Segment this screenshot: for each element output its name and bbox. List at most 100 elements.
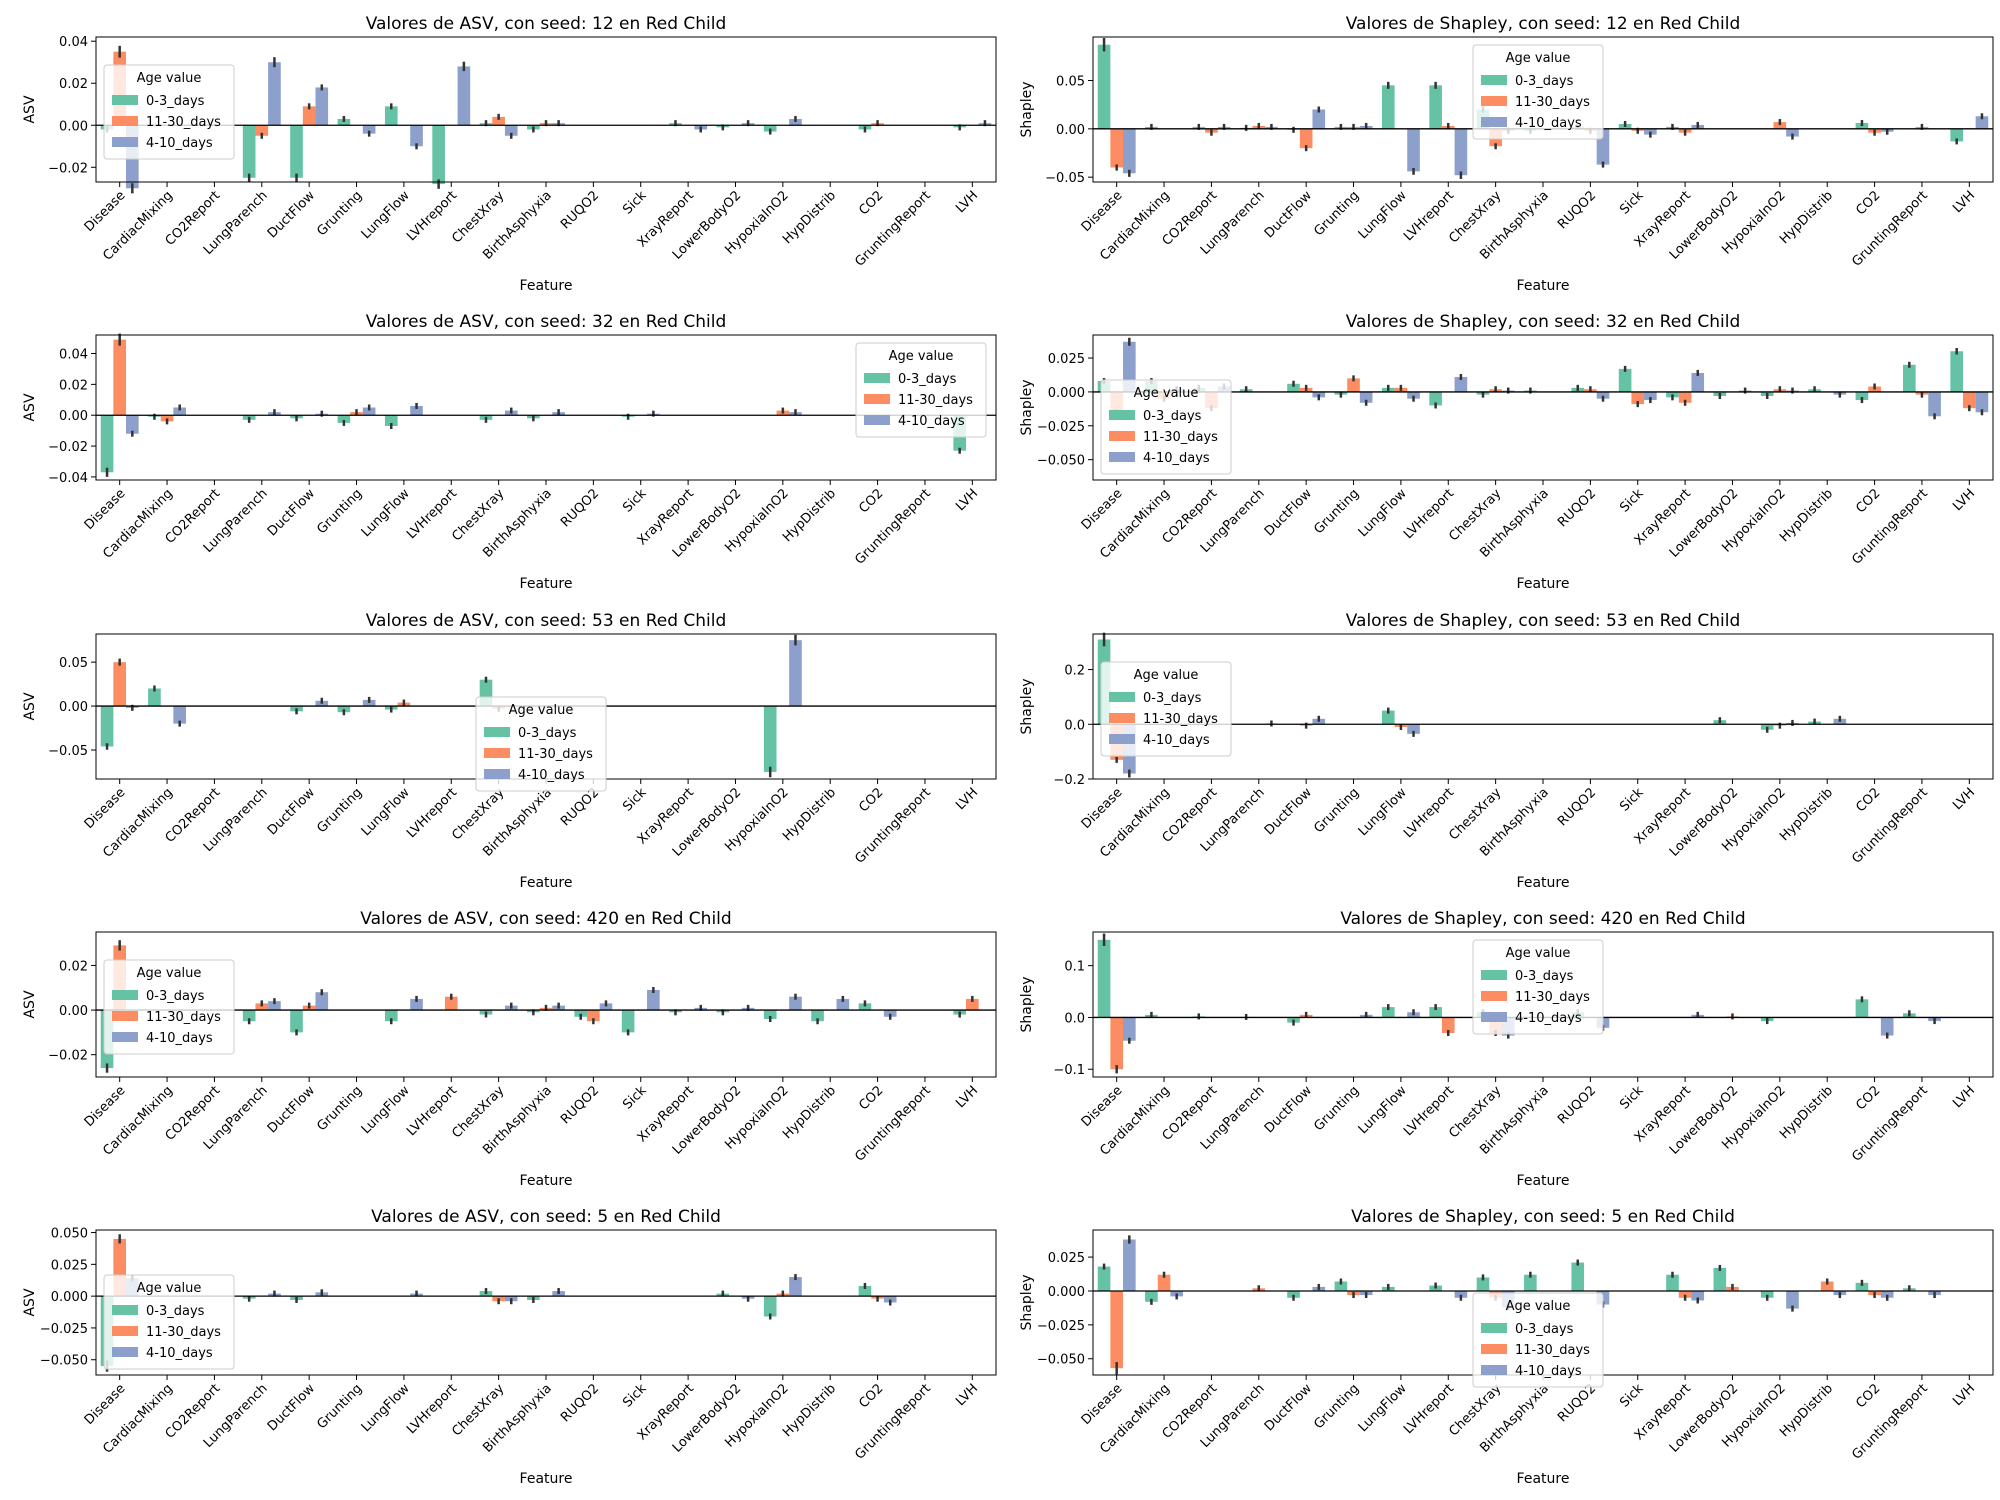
y-tick-label: 0.025	[1048, 1251, 1085, 1266]
bar-0-3_days	[1429, 391, 1442, 406]
legend-swatch	[112, 1032, 138, 1042]
bar-4-10_days	[836, 998, 850, 1011]
x-axis-label: Feature	[520, 875, 573, 891]
bar-4-10_days	[1123, 341, 1136, 392]
legend-title: Age value	[1506, 1299, 1571, 1314]
x-tick-label: Disease	[1079, 486, 1126, 533]
y-tick-label: 0.025	[51, 1258, 88, 1273]
y-tick-label: 0.00	[59, 409, 88, 424]
x-tick-label: LVH	[1950, 1381, 1978, 1409]
y-tick-label: −0.02	[48, 161, 88, 176]
bar-4-10_days	[1644, 391, 1657, 401]
chart-panel: Valores de Shapley, con seed: 420 en Red…	[1019, 909, 1994, 1189]
bar-0-3_days	[1429, 85, 1442, 129]
bar-11-30_days	[1631, 391, 1645, 405]
x-tick-label: Disease	[82, 1381, 129, 1428]
x-axis-label: Feature	[520, 278, 573, 294]
bar-11-30_days	[1110, 1017, 1123, 1070]
legend-swatch	[112, 1347, 138, 1357]
y-tick-label: 0.1	[1064, 960, 1085, 975]
bar-4-10_days	[1880, 1017, 1894, 1036]
legend-entry: 4-10_days	[1515, 116, 1582, 131]
legend-box	[1472, 939, 1604, 1035]
x-tick-label: LVH	[953, 1083, 981, 1111]
x-tick-label: CO2	[1853, 486, 1883, 516]
legend-entry: 0-3_days	[1143, 409, 1202, 424]
y-tick-label: 0.02	[59, 378, 88, 393]
chart-panel: Valores de ASV, con seed: 53 en Red Chil…	[22, 611, 997, 891]
y-tick-label: 0.04	[59, 348, 88, 363]
bar-4-10_days	[268, 62, 281, 126]
bar-4-10_days	[599, 1003, 613, 1011]
x-tick-label: LVH	[1950, 188, 1978, 216]
legend-entry: 4-10_days	[146, 1346, 213, 1361]
legend-swatch	[864, 394, 890, 404]
bar-0-3_days	[384, 415, 398, 427]
legend: Age value 0-3_days 11-30_days 4-10_days	[475, 696, 607, 792]
x-tick-label: Sick	[620, 486, 650, 516]
legend-box	[1472, 1292, 1604, 1388]
y-tick-label: −0.02	[48, 440, 88, 455]
bar-4-10_days	[1691, 1290, 1705, 1301]
x-tick-label: Disease	[82, 785, 129, 832]
bar-11-30_days	[1678, 1290, 1692, 1298]
bar-0-3_days	[1666, 1274, 1679, 1291]
x-tick-label: CO2	[1853, 785, 1883, 815]
y-tick-label: −0.02	[48, 1049, 88, 1064]
legend-swatch	[484, 748, 510, 758]
y-tick-label: −0.050	[40, 1354, 88, 1369]
bar-11-30_days	[1678, 391, 1692, 403]
legend-swatch	[1481, 991, 1507, 1001]
chart-title: Valores de ASV, con seed: 420 en Red Chi…	[360, 909, 731, 929]
legend-swatch	[112, 1326, 138, 1336]
bar-0-3_days	[384, 106, 398, 126]
y-tick-label: 0.02	[59, 77, 88, 92]
y-tick-label: 0.025	[1048, 352, 1085, 367]
bar-0-3_days	[1618, 368, 1632, 392]
x-tick-label: RUQO2	[558, 486, 602, 530]
x-tick-label: RUQO2	[558, 1381, 602, 1425]
x-tick-label: CO2	[856, 188, 886, 218]
bar-4-10_days	[410, 405, 423, 416]
y-axis-label: Shapley	[1019, 976, 1035, 1032]
bar-11-30_days	[1773, 122, 1787, 129]
legend-entry: 11-30_days	[146, 115, 221, 130]
x-axis-label: Feature	[1517, 875, 1570, 891]
x-tick-label: DuctFlow	[1262, 1083, 1315, 1136]
legend-swatch	[1481, 1344, 1507, 1354]
bar-4-10_days	[1359, 391, 1373, 403]
bar-4-10_days	[1928, 391, 1941, 417]
legend-entry: 0-3_days	[898, 372, 957, 387]
bar-11-30_days	[492, 116, 505, 126]
x-tick-label: DuctFlow	[265, 188, 318, 241]
bar-0-3_days	[1145, 1290, 1158, 1302]
bar-0-3_days	[242, 125, 256, 178]
y-tick-label: −0.025	[1037, 420, 1085, 435]
bar-0-3_days	[290, 1010, 303, 1033]
y-axis-label: Shapley	[1019, 1274, 1035, 1330]
bar-4-10_days	[789, 996, 802, 1011]
bar-4-10_days	[126, 415, 139, 434]
x-tick-label: RUQO2	[1555, 1083, 1599, 1127]
legend: Age value 0-3_days 11-30_days 4-10_days	[1472, 939, 1604, 1035]
bar-4-10_days	[789, 1277, 802, 1297]
x-tick-label: Disease	[1079, 1083, 1126, 1130]
bar-11-30_days	[255, 1003, 269, 1011]
legend-box	[103, 959, 235, 1055]
y-tick-label: 0.050	[51, 1227, 88, 1242]
legend-swatch	[864, 373, 890, 383]
legend-swatch	[1109, 713, 1135, 723]
legend-swatch	[112, 116, 138, 126]
legend-entry: 0-3_days	[1515, 74, 1574, 89]
bar-11-30_days	[1347, 378, 1360, 392]
legend-swatch	[1109, 431, 1135, 441]
bar-11-30_days	[302, 106, 316, 126]
legend-swatch	[1481, 1323, 1507, 1333]
x-tick-label: LVH	[953, 1381, 981, 1409]
x-tick-label: DuctFlow	[1262, 785, 1315, 838]
bar-0-3_days	[1855, 1282, 1869, 1291]
bar-4-10_days	[883, 1296, 897, 1303]
bar-4-10_days	[362, 407, 376, 416]
bar-0-3_days	[1713, 1267, 1727, 1291]
bar-0-3_days	[1855, 999, 1869, 1018]
